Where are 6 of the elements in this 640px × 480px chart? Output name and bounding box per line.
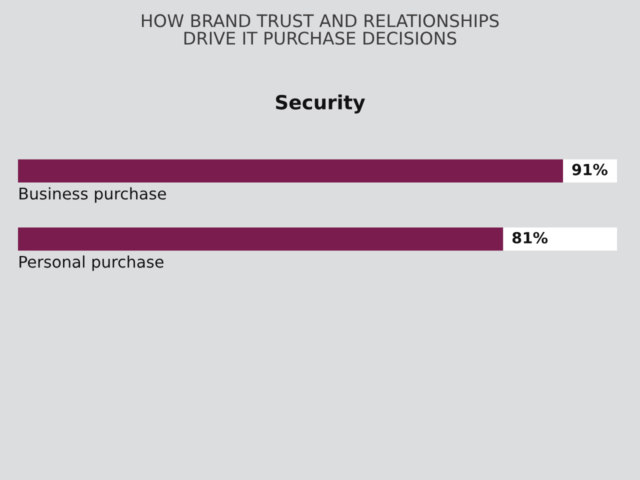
- data-label: 91%: [572, 164, 608, 176]
- y-tick-label: Business purchase: [20, 187, 166, 203]
- y-tick-label: Personal purchase: [20, 255, 164, 271]
- chart-subtitle: Security: [276, 94, 366, 114]
- data-label: 81%: [512, 232, 548, 244]
- chart-title: HOW BRAND TRUST AND RELATIONSHIPS DRIVE IT PURCHASE DECISIONS: [142, 14, 499, 45]
